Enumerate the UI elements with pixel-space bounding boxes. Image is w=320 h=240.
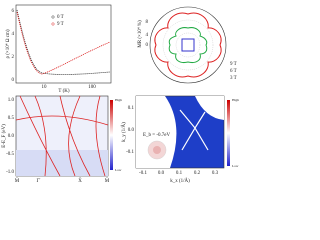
legend-label: 0 T <box>57 15 64 20</box>
curve-9t <box>16 11 111 75</box>
y-label: k_y (1/Å) <box>121 122 127 142</box>
inset-pocket <box>153 146 161 154</box>
x-tick: 0.3 <box>212 171 219 176</box>
y-tick: 2 <box>12 55 15 60</box>
y-tick: 0 <box>12 78 15 83</box>
legend-label: 9 T <box>57 22 64 27</box>
y-tick: 4 <box>12 32 15 37</box>
legend-marker <box>51 15 55 19</box>
x-tick: 0.0 <box>158 171 165 176</box>
y-label: E-E_F (eV) <box>2 124 7 148</box>
legend-label: 9 T <box>230 62 237 67</box>
colorbar <box>227 100 230 166</box>
plot-frame <box>15 4 112 84</box>
x-tick: M̄ <box>105 178 110 184</box>
y-tick: 0.5 <box>8 116 15 121</box>
y-tick: 1.0 <box>8 98 15 103</box>
fermi-shade <box>136 96 177 168</box>
x-tick: X̄ <box>78 178 82 184</box>
x-tick: 0.1 <box>176 171 183 176</box>
x-label: k_x (1/Å) <box>170 178 190 184</box>
x-tick: 10 <box>42 85 48 90</box>
polar-grid <box>175 32 201 58</box>
y-tick: 6 <box>12 9 15 14</box>
y-tick: 0.0 <box>128 128 135 133</box>
curve-3t <box>181 38 195 52</box>
band-shade <box>16 150 108 176</box>
y-label: ρ (×10⁴ Ω cm) <box>5 29 11 58</box>
colorbar-label: Low <box>115 168 122 172</box>
legend-label: 6 T <box>230 69 237 74</box>
band-lines <box>15 95 109 177</box>
x-tick: -0.1 <box>139 171 147 176</box>
x-tick: Γ̄ <box>37 179 41 184</box>
colorbar-label: High <box>232 98 239 102</box>
page: {"panels": [ {"y_label": "ρ (×10⁴ Ω cm)"… <box>2 4 240 185</box>
fermi-shade <box>195 96 224 120</box>
legend-label: 3 T <box>230 76 237 81</box>
y-tick: -1.0 <box>6 170 14 175</box>
r-tick: 4 <box>146 33 149 38</box>
annotation: E_b = -0.7eV <box>143 133 171 138</box>
y-tick: 0.0 <box>8 134 15 139</box>
curve-0t <box>16 9 111 75</box>
polar-frame <box>149 6 227 84</box>
x-tick: M̄ <box>15 178 20 184</box>
curve-6t <box>168 27 208 63</box>
y-tick: -0.1 <box>126 150 134 155</box>
y-tick: -0.5 <box>6 152 14 157</box>
r-tick: 8 <box>146 20 149 25</box>
y-label: MR (×10⁴ %) <box>137 20 143 48</box>
colorbar-label: Low <box>232 164 239 168</box>
curve-9t <box>154 12 222 78</box>
x-tick: 0.2 <box>194 171 201 176</box>
colorbar-label: High <box>115 98 122 102</box>
legend-marker <box>51 22 55 26</box>
r-tick: 0 <box>146 43 149 48</box>
y-tick: 0.1 <box>128 106 135 111</box>
x-label: T (K) <box>58 89 69 94</box>
polar-grid <box>162 19 214 71</box>
colorbar <box>110 100 113 170</box>
fermi-lines <box>179 109 209 151</box>
x-tick: 100 <box>88 85 96 90</box>
figure: ρ (×10⁴ Ω cm) T (K) 10 100 0 2 4 6 0 T 9… <box>2 4 239 184</box>
